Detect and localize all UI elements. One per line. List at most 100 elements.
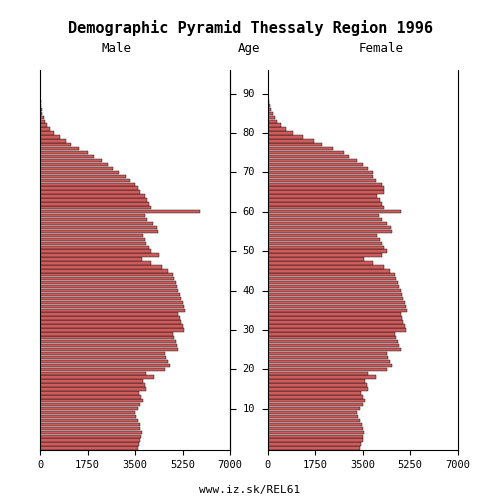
Bar <box>40 296 181 300</box>
Text: www.iz.sk/REL61: www.iz.sk/REL61 <box>200 485 300 495</box>
Bar <box>268 147 332 150</box>
Bar <box>40 344 177 348</box>
Bar <box>40 285 177 288</box>
Bar <box>40 234 143 237</box>
Bar <box>40 407 138 410</box>
Bar <box>40 372 146 375</box>
Bar <box>268 296 403 300</box>
Bar <box>40 163 108 166</box>
Bar <box>268 198 380 202</box>
Bar <box>40 226 156 229</box>
Bar <box>40 242 146 245</box>
Text: Male: Male <box>101 42 131 55</box>
Bar <box>268 210 400 214</box>
Bar <box>268 238 380 241</box>
Text: 70: 70 <box>242 168 255 177</box>
Bar <box>268 293 402 296</box>
Bar <box>268 411 357 414</box>
Bar <box>268 434 363 438</box>
Bar <box>40 155 94 158</box>
Bar <box>268 384 366 386</box>
Bar <box>40 289 178 292</box>
Bar <box>40 258 142 260</box>
Bar <box>40 324 182 328</box>
Bar <box>268 380 365 383</box>
Bar <box>40 419 138 422</box>
Bar <box>40 438 140 442</box>
Bar <box>268 128 286 130</box>
Bar <box>268 388 368 390</box>
Bar <box>268 167 368 170</box>
Bar <box>268 281 398 284</box>
Bar <box>268 186 384 190</box>
Bar <box>40 269 168 272</box>
Bar <box>40 112 42 115</box>
Bar <box>268 316 402 320</box>
Bar <box>40 434 141 438</box>
Bar <box>40 312 178 316</box>
Bar <box>40 442 139 446</box>
Bar <box>268 324 404 328</box>
Bar <box>40 120 45 123</box>
Bar <box>40 147 80 150</box>
Bar <box>268 124 281 127</box>
Bar <box>268 422 362 426</box>
Bar <box>40 426 140 430</box>
Bar <box>40 104 41 107</box>
Bar <box>40 174 125 178</box>
Bar <box>268 277 396 280</box>
Bar <box>268 340 398 344</box>
Bar <box>268 112 272 115</box>
Bar <box>40 293 180 296</box>
Bar <box>40 395 141 398</box>
Bar <box>40 281 175 284</box>
Bar <box>268 356 388 359</box>
Bar <box>268 159 357 162</box>
Text: 30: 30 <box>242 325 255 335</box>
Bar <box>268 136 303 138</box>
Bar <box>268 442 361 446</box>
Bar <box>268 242 382 245</box>
Bar <box>268 403 362 406</box>
Bar <box>268 206 384 210</box>
Bar <box>268 376 376 379</box>
Bar <box>268 170 374 174</box>
Bar <box>40 159 102 162</box>
Bar <box>268 222 387 225</box>
Bar <box>40 384 144 386</box>
Bar <box>268 328 406 332</box>
Text: Female: Female <box>359 42 404 55</box>
Bar <box>40 198 147 202</box>
Bar <box>268 116 274 119</box>
Bar <box>268 364 392 367</box>
Bar <box>268 320 403 324</box>
Text: 50: 50 <box>242 246 255 256</box>
Bar <box>40 430 142 434</box>
Bar <box>268 285 399 288</box>
Bar <box>268 407 360 410</box>
Bar <box>40 151 88 154</box>
Bar <box>268 246 384 249</box>
Bar <box>40 218 147 222</box>
Bar <box>40 190 140 194</box>
Bar <box>268 139 314 142</box>
Bar <box>268 273 395 276</box>
Bar <box>40 348 178 352</box>
Bar <box>40 316 180 320</box>
Bar <box>268 265 384 268</box>
Bar <box>40 143 71 146</box>
Bar <box>268 194 378 198</box>
Bar <box>40 262 152 264</box>
Bar <box>268 250 387 253</box>
Bar <box>268 300 404 304</box>
Bar <box>268 132 293 134</box>
Bar <box>40 376 154 379</box>
Bar <box>40 136 60 138</box>
Bar <box>268 289 400 292</box>
Bar <box>268 419 360 422</box>
Bar <box>40 388 146 390</box>
Bar <box>40 340 175 344</box>
Bar <box>268 120 278 123</box>
Bar <box>40 352 165 355</box>
Bar <box>40 300 182 304</box>
